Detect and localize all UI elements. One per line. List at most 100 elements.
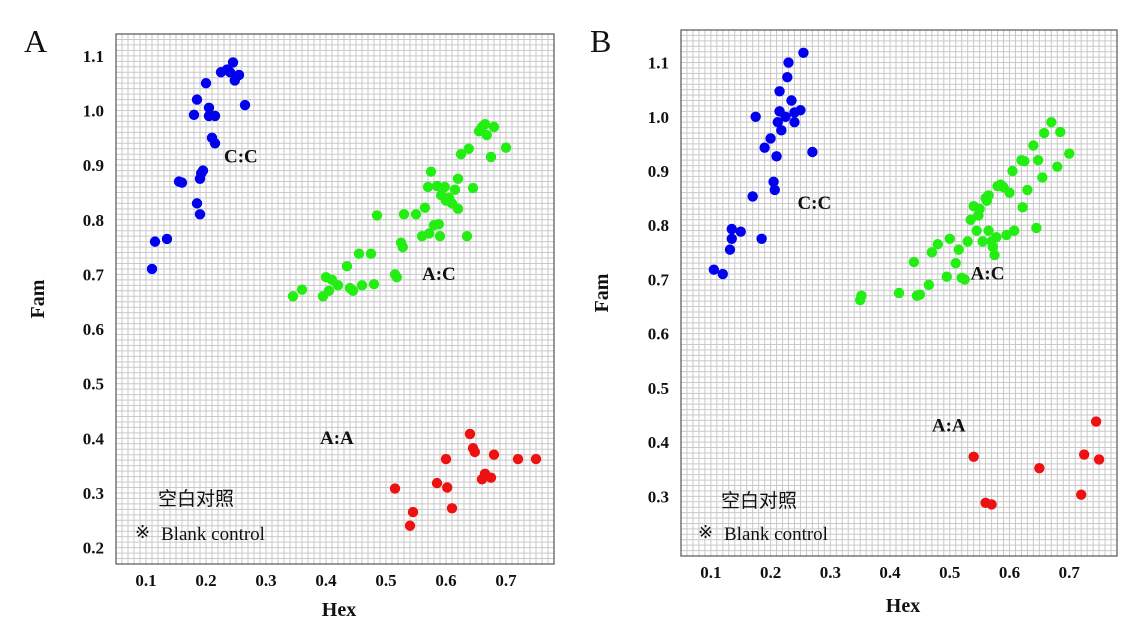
data-point bbox=[446, 503, 458, 514]
y-tick-label: 0.2 bbox=[83, 539, 104, 558]
y-tick-label: 0.5 bbox=[648, 379, 669, 398]
panel-a: 0.1 0.2 0.3 0.4 0.5 0.6 0.7 0.2 0.3 0.4 0.5 0.6 0.7 0… bbox=[24, 23, 555, 621]
data-point bbox=[926, 247, 938, 258]
data-point bbox=[986, 499, 997, 510]
data-point bbox=[953, 244, 964, 255]
data-point bbox=[332, 280, 344, 291]
data-point bbox=[389, 483, 401, 494]
y-tick-label: 0.6 bbox=[83, 320, 104, 339]
legend-blank-control: 空白对照 ※ Blank control bbox=[698, 490, 828, 545]
x-tick-label: 0.3 bbox=[820, 563, 841, 582]
data-point bbox=[323, 285, 335, 297]
cluster-label: A:C bbox=[422, 264, 456, 285]
data-point bbox=[481, 129, 492, 141]
data-point bbox=[433, 218, 444, 230]
data-point bbox=[485, 472, 497, 483]
data-point bbox=[768, 176, 779, 188]
data-point bbox=[914, 289, 926, 300]
data-point bbox=[410, 209, 422, 220]
data-point bbox=[747, 191, 758, 202]
y-tick-label: 0.4 bbox=[83, 429, 105, 448]
x-tick-label: 0.1 bbox=[700, 563, 721, 582]
data-point bbox=[807, 146, 818, 158]
x-tick-label: 0.6 bbox=[999, 563, 1020, 582]
data-point bbox=[756, 233, 767, 244]
data-point bbox=[941, 271, 952, 282]
cluster-label: C:C bbox=[797, 193, 831, 214]
legend-label: Blank control bbox=[161, 524, 265, 545]
x-tick-label: 0.4 bbox=[879, 563, 901, 582]
legend-title-cn: 空白对照 bbox=[158, 488, 234, 510]
data-point bbox=[224, 67, 236, 78]
data-point bbox=[708, 264, 720, 275]
data-point bbox=[780, 111, 791, 122]
data-point bbox=[425, 166, 437, 177]
data-point bbox=[1009, 225, 1020, 236]
data-point bbox=[735, 226, 746, 237]
data-point bbox=[191, 198, 203, 209]
y-tick-label: 0.4 bbox=[648, 433, 670, 452]
data-point bbox=[965, 214, 976, 225]
data-point bbox=[449, 184, 461, 195]
data-point bbox=[467, 182, 479, 194]
x-axis-label: Hex bbox=[886, 595, 920, 617]
plot-border bbox=[680, 29, 1118, 557]
data-point bbox=[398, 209, 410, 220]
y-tick-label: 0.7 bbox=[648, 270, 670, 289]
data-point bbox=[407, 506, 419, 518]
data-point bbox=[371, 210, 383, 221]
data-point bbox=[765, 133, 776, 144]
data-point bbox=[530, 453, 542, 465]
panel-letter: B bbox=[590, 23, 611, 59]
data-point bbox=[161, 233, 173, 245]
data-point bbox=[434, 230, 446, 242]
y-axis-label: Fam bbox=[27, 279, 49, 318]
data-point bbox=[798, 47, 809, 58]
y-tick-label: 1.0 bbox=[648, 108, 669, 127]
data-point bbox=[452, 173, 464, 184]
data-point bbox=[974, 203, 985, 215]
data-point bbox=[856, 290, 867, 301]
data-point bbox=[455, 149, 467, 160]
data-point bbox=[356, 280, 368, 291]
x-tick-label: 0.5 bbox=[375, 571, 396, 590]
data-point bbox=[983, 190, 994, 201]
data-point bbox=[488, 121, 500, 133]
data-point bbox=[431, 477, 443, 489]
data-point bbox=[771, 151, 782, 162]
data-point bbox=[717, 268, 729, 280]
cluster-label: A:C bbox=[971, 263, 1005, 284]
y-tick-label: 0.8 bbox=[83, 211, 104, 230]
series-c-c bbox=[146, 57, 251, 275]
data-point bbox=[391, 271, 402, 283]
data-point bbox=[464, 428, 476, 440]
data-point bbox=[422, 181, 434, 193]
data-point bbox=[908, 256, 920, 268]
grid bbox=[115, 33, 555, 565]
data-point bbox=[452, 203, 464, 215]
data-point bbox=[347, 285, 359, 297]
data-point bbox=[461, 230, 473, 242]
data-point bbox=[197, 165, 209, 176]
data-point bbox=[774, 86, 785, 97]
x-tick-label: 0.3 bbox=[255, 571, 276, 590]
data-point bbox=[1031, 222, 1042, 234]
data-point bbox=[1007, 165, 1018, 177]
y-tick-label: 1.1 bbox=[648, 54, 669, 73]
series-a-a bbox=[389, 428, 542, 531]
data-point bbox=[1093, 454, 1105, 465]
data-point bbox=[1055, 126, 1066, 138]
data-point bbox=[296, 284, 308, 295]
cluster-label: C:C bbox=[224, 146, 258, 167]
data-point bbox=[1034, 462, 1045, 474]
data-point bbox=[424, 228, 435, 239]
data-point bbox=[341, 261, 353, 272]
data-point bbox=[759, 142, 770, 153]
data-point bbox=[724, 244, 736, 255]
y-tick-label: 0.3 bbox=[648, 487, 669, 506]
data-point bbox=[726, 233, 737, 244]
y-axis-label: Fam bbox=[591, 273, 613, 312]
data-point bbox=[932, 238, 944, 250]
data-point bbox=[209, 110, 221, 122]
